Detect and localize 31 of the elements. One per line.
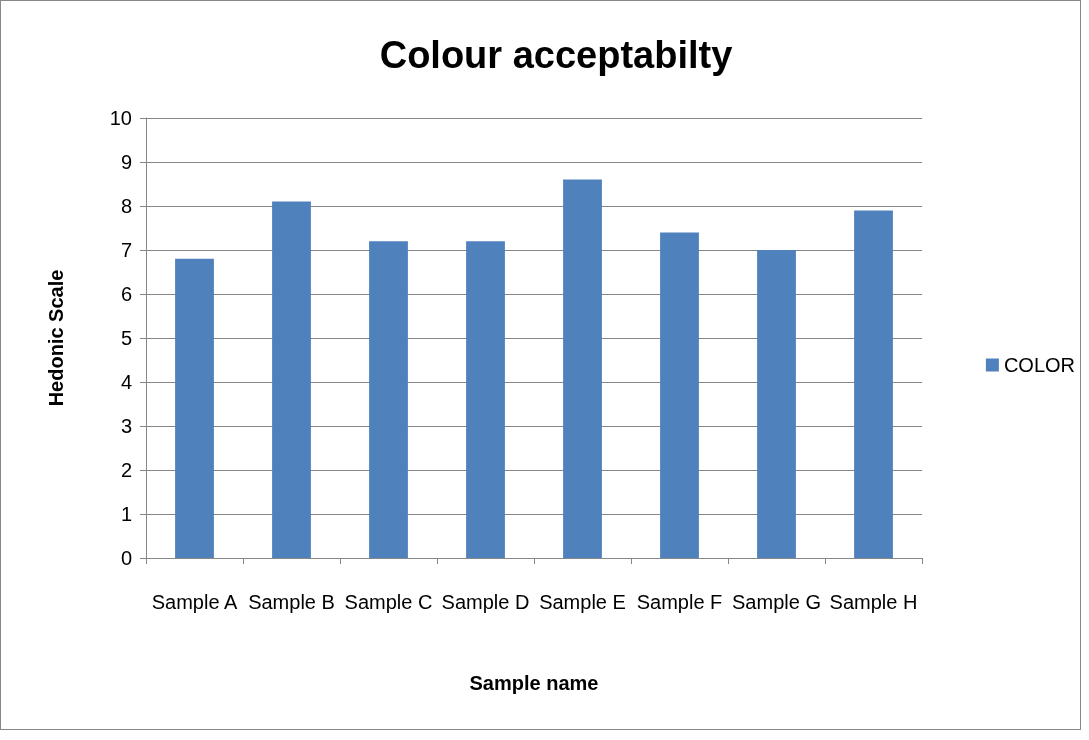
x-tick-label: Sample H [829, 591, 918, 613]
x-tick-label: Sample C [344, 591, 433, 613]
y-tick-label: 10 [109, 107, 132, 129]
x-axis-title: Sample name [469, 672, 599, 694]
bar [369, 241, 408, 558]
legend-label: COLOR [1003, 354, 1075, 376]
y-tick-label: 5 [120, 327, 132, 349]
x-tick-label: Sample B [248, 591, 335, 613]
bar [563, 179, 602, 558]
y-tick-label: 0 [120, 547, 132, 569]
y-tick-label: 3 [120, 415, 132, 437]
x-tick-label: Sample F [636, 591, 723, 613]
x-tick-label: Sample A [151, 591, 238, 613]
bar [272, 201, 311, 558]
y-tick-label: 1 [120, 503, 132, 525]
y-tick-label: 4 [120, 371, 132, 393]
bar [175, 258, 214, 558]
x-tick-label: Sample E [539, 591, 626, 613]
y-tick-label: 8 [120, 195, 132, 217]
bar [757, 250, 796, 558]
x-tick-label: Sample G [732, 591, 821, 613]
x-tick-label: Sample D [441, 591, 530, 613]
y-tick-label: 9 [120, 151, 132, 173]
bar [660, 232, 699, 558]
y-tick-label: 7 [120, 239, 132, 261]
chart-title: Colour acceptabilty [379, 34, 733, 76]
y-tick-label: 6 [120, 283, 132, 305]
bar [854, 210, 893, 558]
bar [466, 241, 505, 558]
y-axis-title: Hedonic Scale [45, 269, 67, 407]
y-tick-label: 2 [120, 459, 132, 481]
